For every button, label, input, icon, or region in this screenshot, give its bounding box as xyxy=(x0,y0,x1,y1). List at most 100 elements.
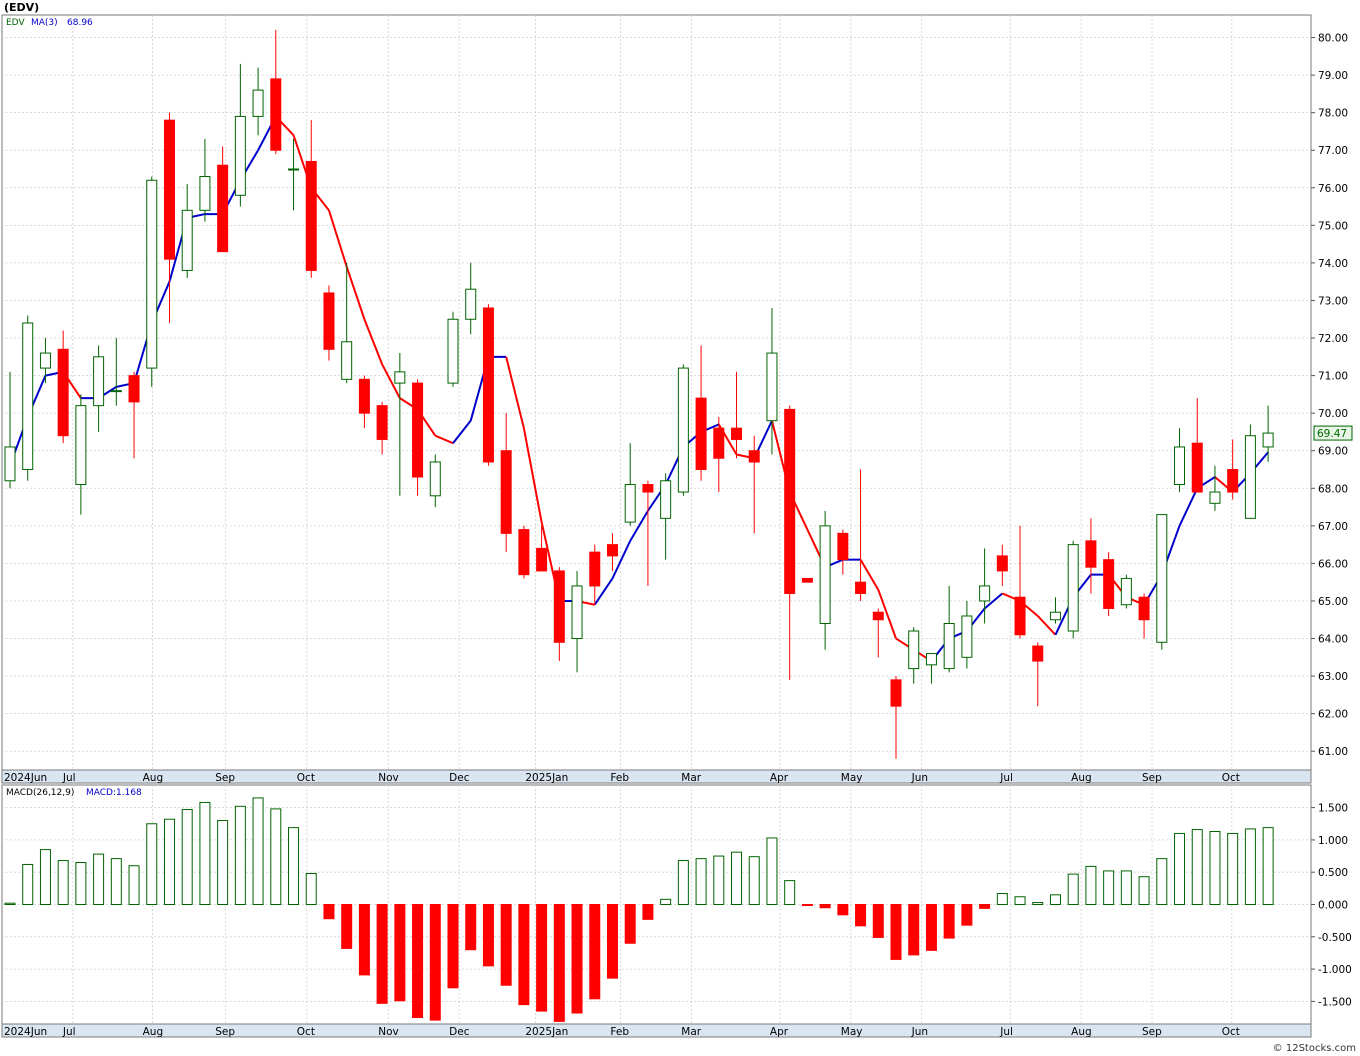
macd-bar-positive xyxy=(1156,858,1168,905)
date-label-bottom: Jul xyxy=(62,1026,76,1038)
price-tick-label: 74.00 xyxy=(1318,258,1348,270)
macd-bar-negative xyxy=(819,904,831,909)
macd-bar-positive xyxy=(784,880,796,905)
macd-bar-negative xyxy=(429,904,441,1021)
macd-bar-negative xyxy=(323,904,335,920)
macd-bar-positive xyxy=(1049,894,1061,905)
candle-up xyxy=(447,318,459,384)
ma-segment xyxy=(522,427,543,523)
macd-bar-positive xyxy=(4,902,16,906)
candle-up xyxy=(394,371,406,384)
macd-bar-negative xyxy=(394,904,406,1002)
last-price-tag: 69.47 xyxy=(1313,425,1353,441)
ma-segment xyxy=(452,420,472,444)
candle-down xyxy=(57,348,69,437)
price-tick-label: 78.00 xyxy=(1318,108,1348,120)
candle-down xyxy=(748,450,760,463)
candle-down xyxy=(890,679,902,707)
candle-down xyxy=(553,570,565,643)
macd-bar-negative xyxy=(571,904,583,1014)
candle-down xyxy=(128,375,140,403)
price-tick-label: 66.00 xyxy=(1318,558,1348,570)
price-tick-label: 76.00 xyxy=(1318,183,1348,195)
date-axis-band-bottom xyxy=(1,1023,1312,1038)
candle-up xyxy=(4,446,16,482)
macd-bar-positive xyxy=(1244,828,1256,905)
ma-segment xyxy=(629,510,649,542)
macd-bar-positive xyxy=(1227,832,1239,905)
legend-symbol: EDV xyxy=(6,18,25,28)
candle-down xyxy=(784,408,796,594)
ma-segment xyxy=(1178,487,1199,527)
macd-bar-negative xyxy=(624,904,636,944)
price-tick-label: 71.00 xyxy=(1318,371,1348,383)
macd-bar-positive xyxy=(234,805,246,906)
macd-bar-negative xyxy=(855,904,867,927)
macd-bar-positive xyxy=(1262,827,1274,906)
price-tick-label: 73.00 xyxy=(1318,295,1348,307)
date-axis-top: 2024Jun Jul Aug Sep Oct Nov Dec 2025Jan Feb Mar Ap… xyxy=(4,772,1240,784)
macd-bar-negative xyxy=(447,904,459,989)
candle-up xyxy=(1244,435,1256,519)
macd-tick-label: -0.500 xyxy=(1318,932,1352,944)
candle-up xyxy=(766,352,778,422)
candle-down xyxy=(606,544,618,557)
date-label-bottom: Mar xyxy=(681,1026,701,1038)
candle-up xyxy=(199,176,211,211)
candle-up xyxy=(677,367,689,493)
candle-down xyxy=(163,119,175,260)
candle-up xyxy=(234,115,246,196)
macd-bar-negative xyxy=(606,904,618,979)
macd-bar-positive xyxy=(1085,865,1097,905)
price-tick-label: 69.00 xyxy=(1318,446,1348,458)
macd-bar-positive xyxy=(996,893,1008,906)
macd-bar-positive xyxy=(677,860,689,906)
candle-down xyxy=(713,427,725,459)
date-label: 2025Jan xyxy=(525,772,568,784)
date-label: Nov xyxy=(378,772,399,784)
date-label: Sep xyxy=(1142,772,1162,784)
candle-up xyxy=(22,322,34,471)
ma-segment xyxy=(381,363,401,399)
macd-bar-positive xyxy=(22,863,34,906)
macd-bar-positive xyxy=(181,809,193,906)
macd-bars xyxy=(4,797,1274,1022)
macd-bar-positive xyxy=(695,858,707,905)
candle-up xyxy=(961,615,973,658)
macd-bar-positive xyxy=(39,849,51,906)
macd-bar-positive xyxy=(731,851,743,906)
macd-tick-label: 1.000 xyxy=(1318,835,1348,847)
macd-plot-area xyxy=(1,784,1312,1026)
price-tick-label: 68.00 xyxy=(1318,483,1348,495)
candle-up xyxy=(1120,577,1132,606)
ma-segment xyxy=(593,577,614,606)
ma-segment xyxy=(328,210,348,267)
macd-bar-negative xyxy=(341,904,353,949)
candle-up xyxy=(39,352,51,369)
macd-bar-positive xyxy=(128,865,140,905)
candle-up xyxy=(660,480,672,519)
macd-bar-positive xyxy=(199,801,211,906)
price-plot-area xyxy=(1,14,1312,773)
ma-segment xyxy=(505,356,525,429)
macd-bar-negative xyxy=(801,904,813,906)
macd-bar-negative xyxy=(376,904,388,1004)
macd-bar-negative xyxy=(908,904,920,956)
price-tick-label: 67.00 xyxy=(1318,521,1348,533)
chart-title: (EDV) xyxy=(4,1,39,14)
price-panel: 61.00 62.00 63.00 64.00 65.00 66.00 67.00 68.00… xyxy=(1,1,1353,773)
macd-bar-negative xyxy=(536,904,548,1012)
candle-down xyxy=(305,160,317,271)
candle-down xyxy=(1014,596,1026,636)
candle-up xyxy=(1156,514,1168,643)
macd-bar-positive xyxy=(270,808,282,906)
macd-bar-positive xyxy=(93,853,105,905)
last-price-box xyxy=(1313,425,1353,441)
date-label-bottom: Oct xyxy=(297,1026,315,1038)
candle-up xyxy=(1209,491,1221,504)
legend-ma-label: MA(3) xyxy=(31,18,58,28)
candle-down xyxy=(1032,645,1044,662)
macd-bar-negative xyxy=(890,904,902,960)
ma-segment xyxy=(363,318,384,365)
